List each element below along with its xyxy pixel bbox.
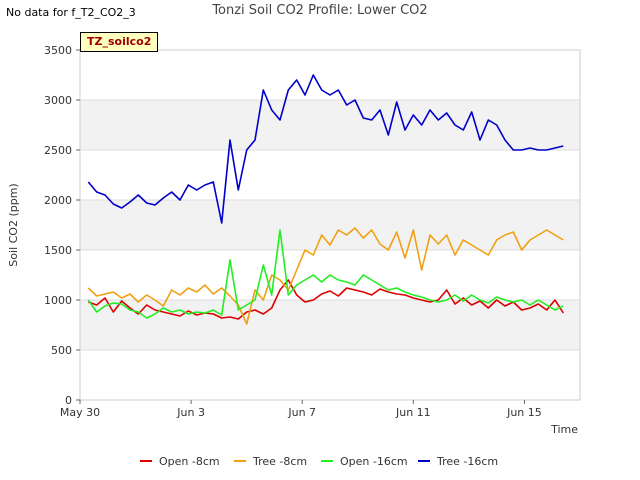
- x-tick-label: Jun 3: [176, 406, 205, 419]
- legend-label: Open -8cm: [159, 455, 220, 468]
- plot-frame: [79, 49, 581, 401]
- series-line-tree-8cm: [87, 227, 564, 325]
- site-label-badge: TZ_soilco2: [80, 32, 159, 52]
- series-line-tree-16cm: [87, 74, 564, 224]
- grid-band: [80, 100, 580, 150]
- chart-title: Tonzi Soil CO2 Profile: Lower CO2: [212, 3, 428, 18]
- grid-band: [80, 200, 580, 250]
- x-tick-label: Jun 11: [395, 406, 431, 419]
- x-tick-label: May 30: [60, 406, 100, 419]
- y-tick-label: 2500: [44, 144, 72, 157]
- x-axis-label: Time: [550, 423, 578, 436]
- no-data-note: No data for f_T2_CO2_3: [6, 6, 136, 19]
- x-tick-label: Jun 7: [287, 406, 316, 419]
- x-tick-label: Jun 15: [506, 406, 542, 419]
- legend-label: Tree -16cm: [436, 455, 498, 468]
- series-line-open-8cm: [88, 279, 564, 320]
- series-line-open-16cm: [87, 229, 564, 319]
- y-tick-label: 1000: [44, 294, 72, 307]
- y-tick-label: 3500: [44, 44, 72, 57]
- legend-label: Tree -8cm: [252, 455, 307, 468]
- legend-label: Open -16cm: [340, 455, 408, 468]
- y-tick-label: 2000: [44, 194, 72, 207]
- y-tick-label: 0: [65, 394, 72, 407]
- y-tick-label: 3000: [44, 94, 72, 107]
- y-axis-label: Soil CO2 (ppm): [7, 183, 20, 266]
- grid-band: [80, 300, 580, 350]
- y-tick-label: 1500: [44, 244, 72, 257]
- y-tick-label: 500: [51, 344, 72, 357]
